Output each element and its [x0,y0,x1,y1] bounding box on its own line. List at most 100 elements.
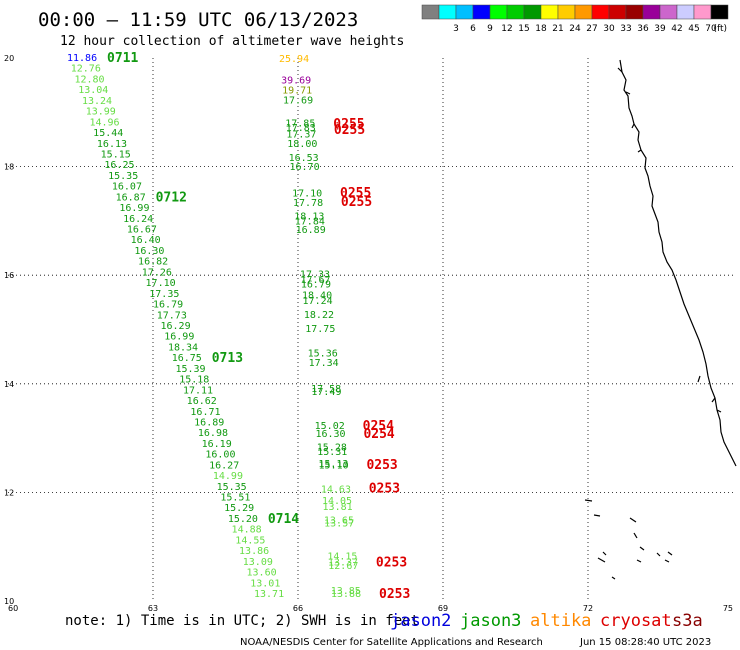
legend-tick-label: 39 [654,24,666,34]
wave-height-label: 18.13 [294,211,324,222]
satellite-name-jason2: jason2 [390,611,451,631]
legend-tick-label: 70 [705,24,717,34]
wave-height-label: 17.69 [283,95,313,106]
legend-swatch [642,4,661,20]
wave-height-label: 16.53 [289,153,319,164]
wave-height-label: 17.58 [311,384,341,395]
wave-height-label: 14.88 [232,525,262,536]
wave-height-label: 17.33 [300,269,330,280]
wave-height-label: 16.99 [164,332,194,343]
lon-tick-label: 75 [723,604,733,613]
wave-height-label: 13.57 [324,519,354,530]
wave-height-label: 17.83 [286,123,316,134]
lat-tick-label: 20 [4,54,14,63]
wave-height-label: 16.79 [153,300,183,311]
wave-height-label: 15.28 [317,443,347,454]
wave-height-label: 13.01 [250,578,280,589]
legend-swatch [676,4,695,20]
wave-height-label: 13.86 [239,546,269,557]
wave-height-label: 18.22 [304,310,334,321]
pass-time-label: 0253 [369,481,400,496]
pass-time-label: 0253 [379,587,410,602]
wave-height-label: 17.49 [311,387,341,398]
legend-swatch [421,4,440,20]
wave-height-label: 16.98 [198,428,228,439]
wave-height-label: 13.99 [86,107,116,118]
wave-height-label: 13.85 [331,586,361,597]
lon-tick-label: 72 [583,604,593,613]
lat-tick-label: 16 [4,271,14,280]
wave-height-label: 16.70 [289,162,319,173]
wave-height-label: 14.55 [235,535,265,546]
wave-height-label: 17.67 [300,275,330,286]
wave-height-label: 18.00 [287,139,317,150]
legend-tick-label: 12 [501,24,512,34]
wave-height-label: 16.13 [97,139,127,150]
satellite-name-cryosat: cryosat [600,611,672,631]
legend-tick-label: 21 [552,24,563,34]
wave-height-label: 13.37 [328,557,358,568]
wave-height-label: 12.80 [74,74,104,85]
wave-height-label: 16.25 [104,160,134,171]
wave-height-label: 17.26 [142,267,172,278]
legend-tick-label: 30 [603,24,615,34]
wave-height-label: 14.99 [213,471,243,482]
wave-height-label: 39.69 [281,75,311,86]
wave-height-label: 13.65 [324,516,354,527]
wave-height-label: 16.87 [116,192,146,203]
pass-time-label: 0712 [156,190,187,205]
wave-height-label: 15.15 [101,149,131,160]
wave-height-label: 15.31 [317,447,347,458]
lon-tick-label: 66 [293,604,303,613]
legend-unit: (ft) [713,24,727,34]
pass-time-label: 0255 [334,123,365,138]
wave-height-label: 18.40 [302,291,332,302]
pass-time-label: 0713 [212,351,243,366]
legend-tick-label: 15 [518,24,529,34]
wave-height-label: 14.05 [322,496,352,507]
wave-height-label: 16.40 [131,235,161,246]
wave-height-label: 16.99 [119,203,149,214]
wave-height-label: 13.04 [78,85,108,96]
satellite-name-jason3: jason3 [460,611,521,631]
wave-height-label: 15.35 [108,171,138,182]
wave-height-label: 17.84 [295,216,325,227]
altimeter-track-west: 11.8612.7612.8013.0413.2413.9914.9615.44… [67,51,299,600]
satellite-name-altika: altika [530,611,591,631]
wave-height-label: 14.96 [89,117,119,128]
pass-time-label: 0255 [333,117,364,132]
wave-height-label: 14.15 [327,551,357,562]
wave-height-label: 12.67 [328,561,358,572]
wave-height-label: 12.76 [71,64,101,75]
legend-tick-label: 3 [453,24,459,34]
units-note: note: 1) Time is in UTC; 2) SWH is in fe… [65,613,419,629]
wave-height-label: 16.67 [127,225,157,236]
lon-tick-label: 60 [8,604,18,613]
pass-time-label: 0253 [376,555,407,570]
wave-height-label: 17.75 [305,324,335,335]
wave-height-label: 16.82 [138,257,168,268]
legend-swatch [472,4,491,20]
legend-tick-label: 6 [470,24,476,34]
legend-swatch [455,4,474,20]
pass-time-label: 0255 [341,195,372,210]
lon-tick-label: 63 [148,604,158,613]
legend-tick-label: 33 [620,24,631,34]
pass-time-label: 0711 [107,51,138,66]
wave-height-label: 16.79 [301,279,331,290]
wave-height-label: 15.13 [318,459,348,470]
wave-height-label: 16.30 [315,429,345,440]
wave-height-label: 16.89 [296,225,326,236]
wave-height-label: 16.27 [209,460,239,471]
credit-agency: NOAA/NESDIS Center for Satellite Applica… [240,637,543,648]
longitude-tick-labels: 60 63 66 69 72 75 [8,604,733,613]
legend-swatch [693,4,712,20]
latitude-tick-labels: 10 12 14 16 18 20 [4,54,14,606]
wave-height-label: 15.02 [315,421,345,432]
wave-height-label: 13.88 [331,589,361,600]
legend-tick-label: 42 [671,24,682,34]
wave-height-label: 16.00 [205,450,235,461]
pass-time-label: 0253 [366,458,397,473]
wave-height-label: 11.86 [67,53,97,64]
